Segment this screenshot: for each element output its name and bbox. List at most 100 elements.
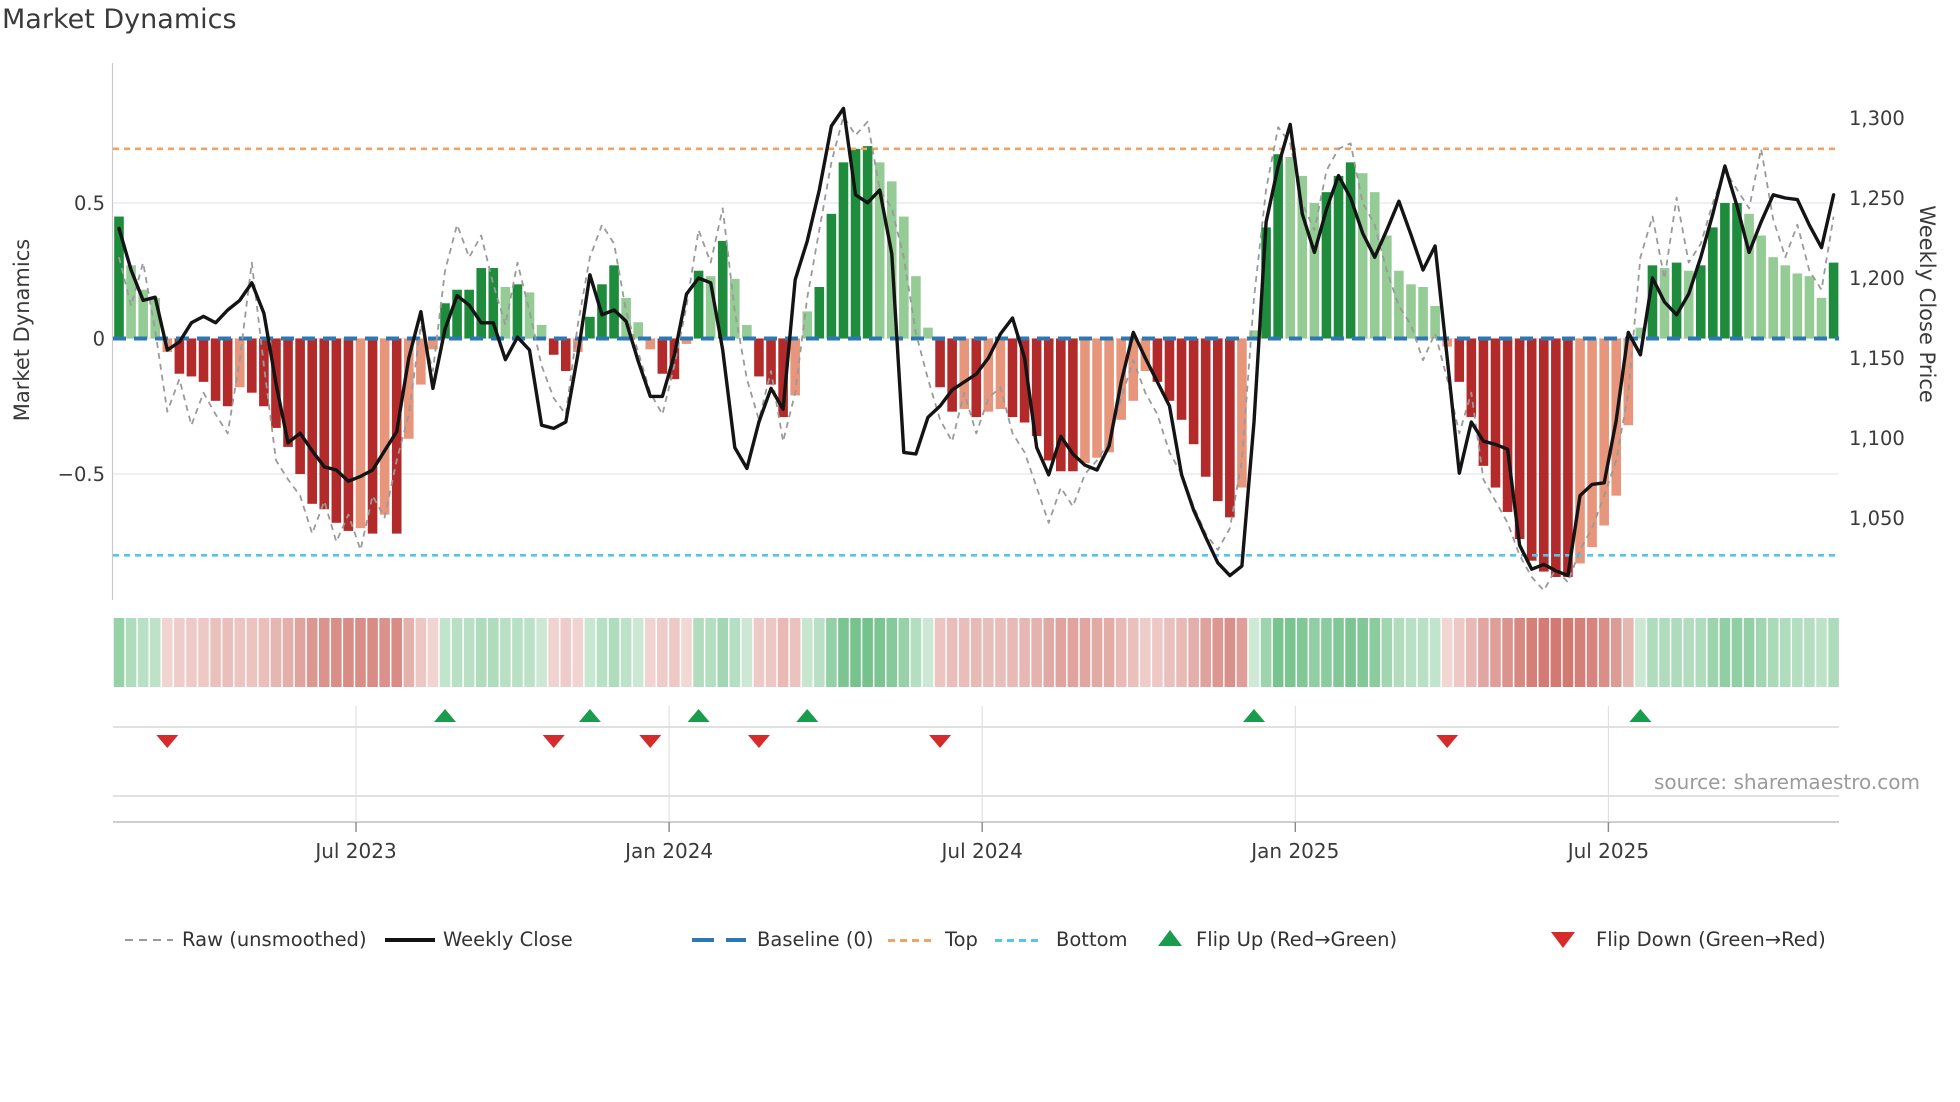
dynamics-bar — [693, 270, 704, 339]
heatmap-cell — [838, 618, 849, 687]
dynamics-bar — [1321, 192, 1332, 339]
dynamics-bar — [150, 297, 161, 339]
left-tick-label: 0 — [93, 328, 105, 351]
heatmap-cell — [1417, 618, 1429, 687]
heatmap-cell — [1345, 618, 1356, 687]
x-tick-label: Jul 2024 — [940, 839, 1023, 863]
flip-up-triangle-icon — [1158, 930, 1182, 946]
heatmap-cell — [1731, 618, 1743, 687]
heatmap-cell — [1284, 618, 1296, 687]
flip-down-marker — [639, 735, 662, 748]
heatmap-cell — [789, 618, 801, 687]
heatmap-cell — [1115, 618, 1127, 687]
dynamics-bar — [923, 327, 933, 339]
heatmap-cell — [1586, 618, 1598, 687]
dynamics-bar — [742, 324, 752, 339]
heatmap-cell — [1200, 618, 1212, 687]
dynamics-bar — [1357, 173, 1368, 339]
heatmap-cell — [1272, 618, 1284, 687]
heatmap-cell — [1441, 618, 1453, 687]
flip-down-marker — [542, 735, 565, 748]
flip-down-triangle-icon — [1551, 932, 1575, 948]
x-tick-label: Jan 2025 — [1249, 839, 1339, 863]
heatmap-cell — [1816, 618, 1827, 687]
legend-item-flip-down: Flip Down (Green→Red) — [1596, 928, 1826, 951]
heatmap-cell — [1623, 618, 1634, 687]
heatmap-cell — [1514, 618, 1525, 687]
heatmap-cell — [1309, 618, 1320, 687]
heatmap-cell — [1792, 618, 1803, 687]
heatmap-cell — [343, 618, 354, 687]
dynamics-bar — [705, 276, 716, 339]
dynamics-bar — [1732, 203, 1742, 339]
heatmap-cell — [862, 618, 873, 687]
dynamics-bar — [319, 338, 330, 510]
heatmap-cell — [946, 618, 958, 687]
dynamics-bar — [1708, 227, 1718, 339]
bottom-line-legend-icon — [995, 939, 1043, 942]
dynamics-bar — [464, 289, 474, 339]
dynamics-bar — [343, 338, 354, 531]
heatmap-cell — [1297, 618, 1308, 687]
heatmap-cell — [1743, 618, 1755, 687]
dynamics-bar — [222, 338, 233, 407]
flip-up-marker — [1243, 709, 1266, 722]
raw-series-line — [118, 115, 1835, 592]
heatmap-cell — [463, 618, 475, 687]
flip-up-marker — [578, 709, 601, 722]
heatmap-cell — [1176, 618, 1187, 687]
dynamics-bar — [1768, 257, 1779, 339]
heatmap-cell — [572, 618, 584, 687]
heatmap-cell — [1683, 618, 1694, 687]
dynamics-bar — [1200, 338, 1211, 477]
dynamics-bar — [512, 284, 523, 339]
heatmap-cell — [282, 618, 294, 687]
heatmap-cell — [1707, 618, 1719, 687]
heatmap-cell — [1007, 618, 1018, 687]
right-tick-label: 1,250 — [1849, 187, 1905, 210]
dynamics-bar — [560, 338, 571, 372]
dynamics-bar — [1744, 213, 1754, 339]
flip-up-marker — [687, 709, 710, 722]
heatmap-cell — [777, 618, 789, 687]
dynamics-bar — [416, 338, 426, 385]
right-tick-label: 1,150 — [1849, 347, 1905, 370]
dynamics-bar — [536, 324, 547, 339]
heatmap-cell — [379, 618, 390, 687]
dynamics-bar — [826, 213, 837, 339]
heatmap-cell — [149, 618, 161, 687]
dynamics-bar — [367, 338, 378, 534]
dynamics-bar — [802, 311, 813, 339]
dynamics-bar — [452, 289, 462, 339]
dynamics-bar — [403, 338, 414, 439]
heatmap-cell — [294, 618, 306, 687]
dynamics-bar — [1720, 203, 1730, 339]
right-tick-label: 1,100 — [1849, 427, 1905, 450]
flip-up-marker — [434, 709, 457, 722]
heatmap-cell — [1224, 618, 1236, 687]
heatmap-cell — [391, 618, 403, 687]
dynamics-bar — [174, 338, 185, 374]
heatmap-cell — [1719, 618, 1731, 687]
heatmap-cell — [222, 618, 233, 687]
dynamics-bar — [1394, 270, 1404, 339]
dynamics-bar — [1575, 338, 1585, 564]
flip-up-marker — [796, 709, 819, 722]
right-tick-label: 1,050 — [1849, 507, 1905, 530]
dynamics-bar — [1478, 338, 1489, 466]
heatmap-cell — [1767, 618, 1779, 687]
heatmap-cell — [1031, 618, 1042, 687]
dynamics-bar — [1261, 227, 1271, 339]
heatmap-cell — [669, 618, 680, 687]
heatmap-cell — [560, 618, 572, 687]
dynamics-bar — [1599, 338, 1609, 526]
heatmap-cell — [874, 618, 885, 687]
dynamics-bar — [1538, 338, 1549, 572]
dynamics-bar — [1007, 338, 1018, 418]
dynamics-bar — [645, 338, 656, 350]
right-tick-label: 1,300 — [1849, 107, 1905, 130]
heatmap-cell — [850, 618, 861, 687]
dynamics-bar — [1019, 338, 1030, 423]
